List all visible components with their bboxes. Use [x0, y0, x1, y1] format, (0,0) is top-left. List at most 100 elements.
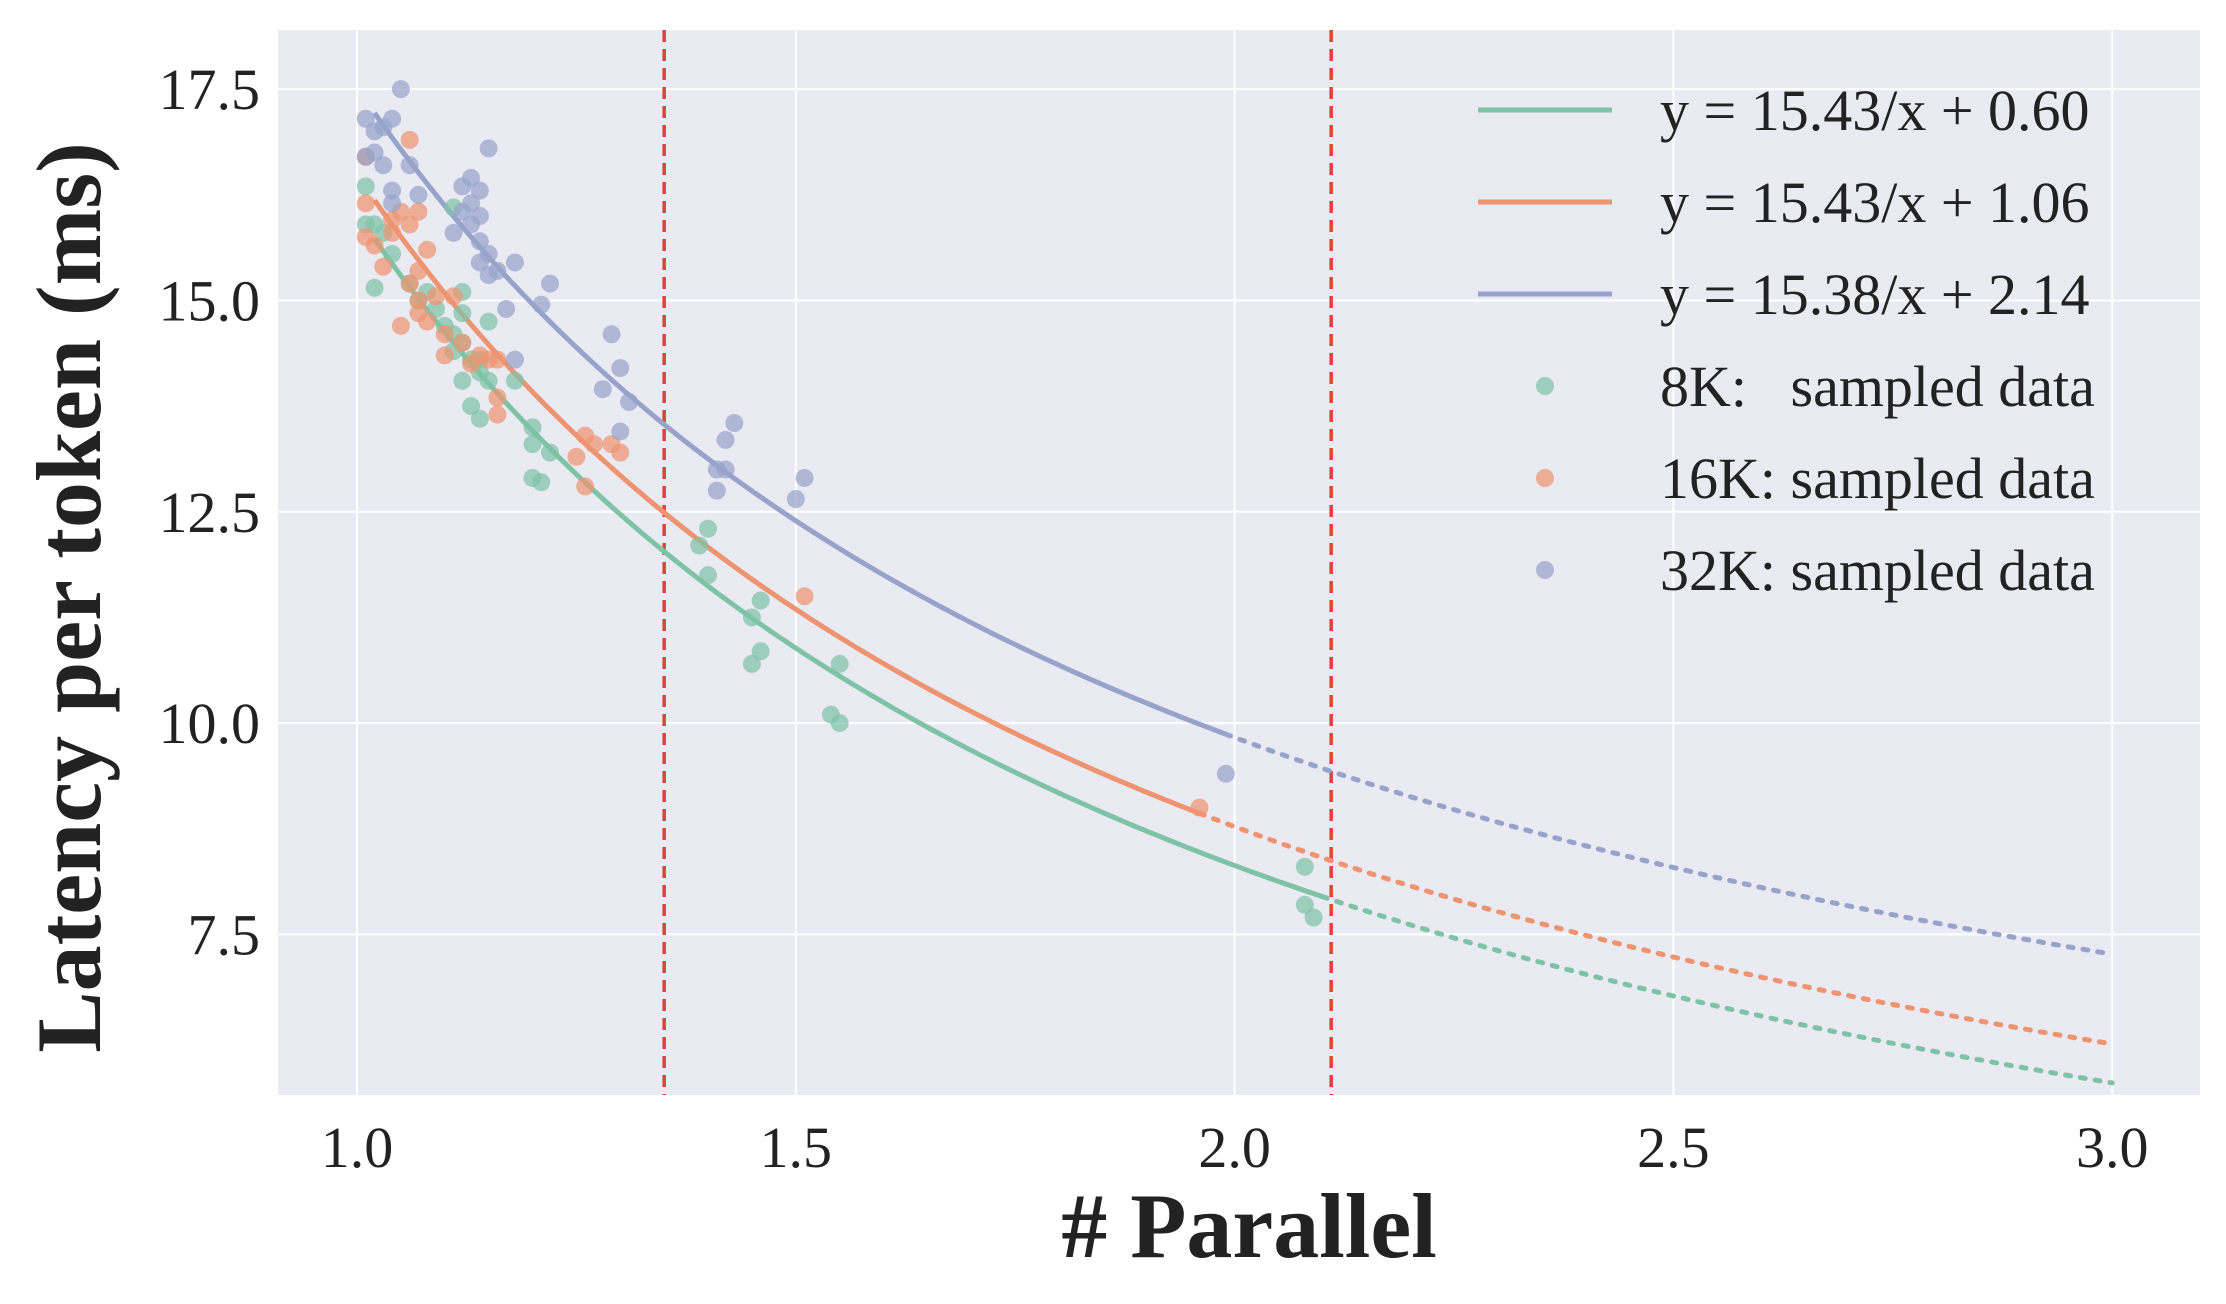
data-point — [356, 194, 375, 213]
data-point — [751, 591, 770, 610]
data-point — [383, 109, 402, 128]
data-point — [400, 274, 419, 293]
data-point — [505, 350, 524, 369]
y-tick-label: 17.5 — [159, 57, 261, 122]
data-point — [426, 299, 445, 318]
data-point — [400, 215, 419, 234]
legend-marker — [1536, 377, 1554, 395]
data-point — [1295, 857, 1314, 876]
data-point — [497, 299, 516, 318]
data-point — [383, 223, 402, 242]
data-point — [541, 443, 560, 462]
data-point — [453, 371, 472, 390]
data-point — [488, 405, 507, 424]
data-point — [751, 642, 770, 661]
data-point — [584, 435, 603, 454]
x-tick-label: 1.5 — [760, 1115, 833, 1180]
data-point — [418, 240, 437, 259]
data-point — [716, 460, 735, 479]
data-point — [505, 371, 524, 390]
data-point — [479, 371, 498, 390]
data-point — [742, 654, 761, 673]
data-point — [365, 236, 384, 255]
data-point — [470, 206, 489, 225]
y-tick-label: 12.5 — [159, 480, 261, 545]
data-point — [523, 435, 542, 454]
grid — [278, 30, 2200, 1095]
legend-marker — [1536, 561, 1554, 579]
data-point — [356, 177, 375, 196]
data-point — [699, 519, 718, 538]
fit-curve-extrapolated — [1223, 731, 2115, 957]
data-point — [611, 422, 630, 441]
y-tick-labels: 7.5 10.0 12.5 15.0 17.5 — [159, 57, 261, 967]
data-point — [786, 490, 805, 509]
data-point — [470, 232, 489, 251]
data-point — [567, 447, 586, 466]
data-point — [1304, 908, 1323, 927]
data-point — [391, 80, 410, 99]
legend-marker — [1536, 469, 1554, 487]
data-point — [462, 397, 481, 416]
fit-curve-solid — [372, 111, 1227, 737]
data-point — [795, 468, 814, 487]
data-point — [470, 409, 489, 428]
fit-curve-solid — [372, 198, 1201, 816]
fit-curve-extrapolated — [1197, 810, 2115, 1047]
data-point — [426, 287, 445, 306]
data-point — [1216, 764, 1235, 783]
data-point — [488, 261, 507, 280]
data-point — [593, 380, 612, 399]
data-point — [479, 244, 498, 263]
data-point — [488, 388, 507, 407]
data-point — [418, 312, 437, 331]
data-point — [523, 418, 542, 437]
data-point — [707, 481, 726, 500]
data-point — [409, 202, 428, 221]
legend-label: 16K: sampled data — [1660, 446, 2095, 511]
data-point — [602, 325, 621, 344]
data-point — [479, 139, 498, 158]
legend-label: 32K: sampled data — [1660, 538, 2095, 603]
data-point — [462, 168, 481, 187]
x-tick-labels: 1.0 1.5 2.0 2.5 3.0 — [321, 1115, 2149, 1180]
data-point — [611, 359, 630, 378]
data-point — [444, 223, 463, 242]
data-point — [374, 257, 393, 276]
x-axis-label: # Parallel — [1061, 1175, 1437, 1277]
data-point — [576, 477, 595, 496]
x-tick-label: 1.0 — [321, 1115, 394, 1180]
y-tick-label: 10.0 — [159, 691, 261, 756]
scatter-points — [356, 80, 1323, 927]
data-point — [435, 346, 454, 365]
data-point — [391, 316, 410, 335]
data-point — [830, 654, 849, 673]
y-tick-label: 15.0 — [159, 268, 261, 333]
data-point — [409, 291, 428, 310]
data-point — [453, 304, 472, 323]
vertical-lines — [662, 30, 1333, 1095]
data-point — [690, 536, 709, 555]
data-point — [444, 287, 463, 306]
data-point — [374, 156, 393, 175]
data-point — [742, 608, 761, 627]
data-point — [383, 244, 402, 263]
data-point — [725, 414, 744, 433]
data-point — [383, 181, 402, 200]
data-point — [795, 587, 814, 606]
legend-label: 8K: sampled data — [1660, 354, 2095, 419]
data-point — [462, 194, 481, 213]
data-point — [620, 392, 639, 411]
data-point — [532, 473, 551, 492]
data-point — [699, 566, 718, 585]
data-point — [356, 109, 375, 128]
data-point — [383, 194, 402, 213]
y-tick-label: 7.5 — [188, 902, 261, 967]
legend: y = 15.43/x + 0.60 y = 15.43/x + 1.06 y = … — [1478, 78, 2095, 603]
data-point — [532, 295, 551, 314]
y-axis-label: Latency per token (ms) — [18, 142, 120, 1053]
data-point — [435, 325, 454, 344]
data-point — [409, 185, 428, 204]
data-point — [365, 278, 384, 297]
